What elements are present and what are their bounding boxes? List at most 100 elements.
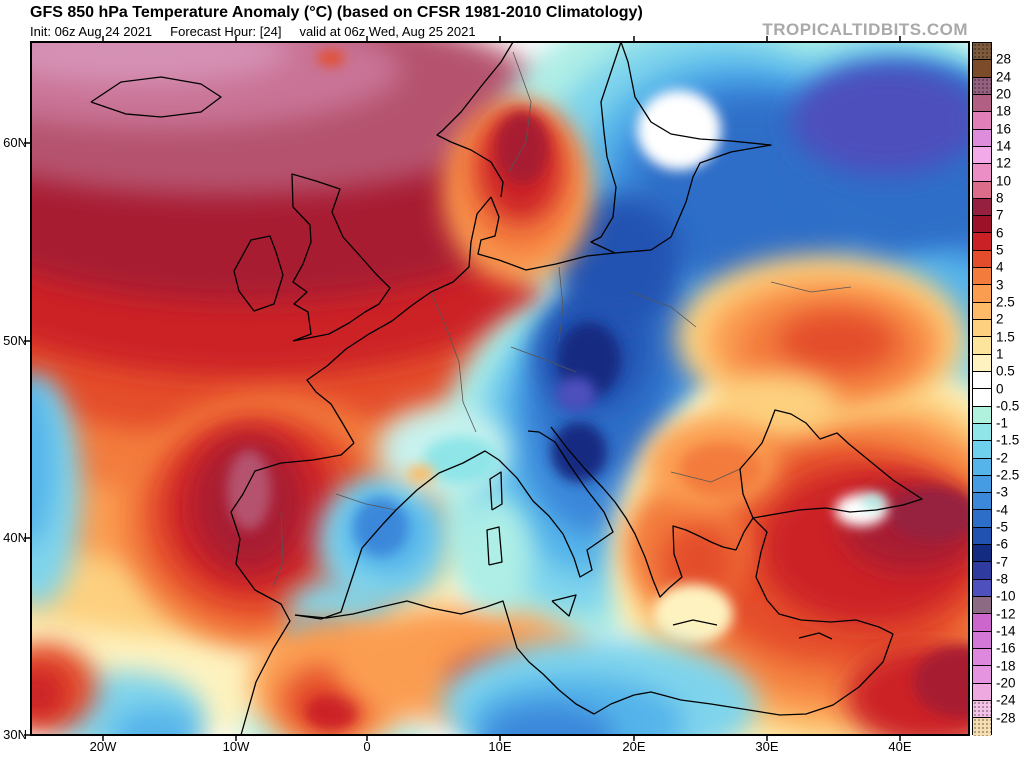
colorbar-segment: [973, 250, 991, 269]
colorbar-tick-label: -8: [996, 571, 1009, 587]
colorbar-segment: [973, 631, 991, 649]
anomaly-blob: [913, 646, 969, 718]
colorbar-segment: [973, 493, 991, 511]
colorbar-segment: [973, 337, 991, 355]
colorbar-tick-label: 2: [996, 311, 1004, 327]
colorbar-tick-label: -28: [996, 710, 1016, 726]
colorbar-segment: [973, 302, 991, 320]
valid-time: valid at 06z Wed, Aug 25 2021: [299, 24, 476, 39]
latitude-label: 30N: [3, 727, 27, 742]
colorbar-segment: [973, 268, 991, 286]
longitude-label: 30E: [755, 739, 779, 754]
colorbar-segment: [973, 233, 991, 251]
anomaly-blob: [791, 65, 969, 175]
anomaly-blob: [31, 42, 289, 84]
border-path: [430, 291, 477, 433]
border-path: [508, 51, 532, 173]
colorbar-segment: [973, 216, 991, 234]
colorbar-segment: [973, 475, 991, 494]
colorbar-tick-label: 24: [996, 69, 1012, 85]
colorbar-tick-label: 7: [996, 207, 1004, 223]
longitude-label: 10W: [222, 739, 250, 754]
coastline-path: [798, 632, 833, 640]
colorbar-tick-label: -3: [996, 484, 1009, 500]
colorbar-tick-label: 2.5: [996, 294, 1015, 310]
coastline-path: [550, 426, 737, 598]
coastline-path: [294, 600, 894, 716]
longitude-label: 40E: [888, 739, 912, 754]
anomaly-blob: [555, 194, 683, 326]
latitude-label: 60N: [3, 135, 27, 150]
colorbar-tick-label: -1.5: [996, 432, 1020, 448]
colorbar-tick-label: -10: [996, 588, 1016, 604]
colorbar-segment: [973, 700, 991, 719]
colorbar-segment: [973, 181, 991, 199]
colorbar-segment: [973, 371, 991, 390]
colorbar-segment: [973, 112, 991, 130]
latitude-label: 50N: [3, 333, 27, 348]
anomaly-blob: [889, 488, 969, 540]
colorbar-tick-label: -4: [996, 502, 1009, 518]
colorbar-segment: [973, 146, 991, 165]
coastline-path: [551, 594, 577, 617]
colorbar-tick-label: -14: [996, 623, 1016, 639]
anomaly-blob: [31, 667, 67, 721]
anomaly-blob: [305, 694, 357, 730]
coastline-path: [590, 42, 622, 254]
coastlines: [90, 42, 923, 735]
colorbar-segment: [973, 406, 991, 424]
coastline-path: [294, 430, 614, 620]
subtitle: Init: 06z Aug 24 2021 Forecast Hour: [24]…: [30, 24, 494, 39]
anomaly-blob: [317, 50, 345, 66]
longitude-label: 0: [363, 739, 371, 754]
anomaly-blob: [407, 465, 435, 483]
anomaly-blob: [661, 522, 737, 602]
colorbar-tick-label: 12: [996, 155, 1012, 171]
colorbar-segment: [973, 320, 991, 338]
colorbar-tick-label: -12: [996, 606, 1016, 622]
colorbar-tick-label: 28: [996, 51, 1012, 67]
colorbar-segment: [973, 43, 991, 61]
colorbar-tick-label: -6: [996, 536, 1009, 552]
watermark-logo: TROPICALTIDBITS.COM: [762, 20, 968, 39]
coastline-path: [233, 235, 284, 312]
colorbar-segment: [973, 164, 991, 182]
colorbar-tick-label: 6: [996, 225, 1004, 241]
colorbar-segment: [973, 94, 991, 113]
longitude-label: 10E: [488, 739, 512, 754]
init-time: Init: 06z Aug 24 2021: [30, 24, 153, 39]
border-path: [670, 468, 741, 483]
colorbar-tick-label: -1: [996, 415, 1009, 431]
colorbar-tick-label: -0.5: [996, 398, 1020, 414]
anomaly-blob: [111, 708, 201, 735]
coastline-path: [489, 471, 503, 511]
anomaly-blob: [653, 584, 733, 644]
colorbar-tick-label: -5: [996, 519, 1009, 535]
anomaly-blob: [496, 112, 548, 184]
anomaly-blob: [31, 377, 55, 547]
colorbar-tick-label: 14: [996, 138, 1012, 154]
colorbar-tick-label: -2: [996, 450, 1009, 466]
map-frame: [30, 41, 970, 736]
coastline-path: [477, 42, 772, 271]
coastline-path: [306, 196, 492, 444]
colorbar-segment: [973, 77, 991, 95]
colorbar-tick-label: 4: [996, 259, 1004, 275]
border-path: [558, 266, 564, 343]
anomaly-blob: [779, 312, 895, 372]
colorbar-tick-label: 18: [996, 103, 1012, 119]
colorbar-segment: [973, 718, 991, 736]
colorbar-tick-label: -20: [996, 675, 1016, 691]
anomaly-blob: [862, 494, 886, 510]
coastline-path: [739, 409, 923, 519]
colorbar-segment: [973, 527, 991, 546]
border-path: [510, 346, 577, 373]
colorbar-segment: [973, 423, 991, 442]
anomaly-blob: [483, 704, 615, 735]
colorbar-segment: [973, 441, 991, 459]
longitude-label: 20W: [89, 739, 117, 754]
colorbar-tick-label: 3: [996, 277, 1004, 293]
